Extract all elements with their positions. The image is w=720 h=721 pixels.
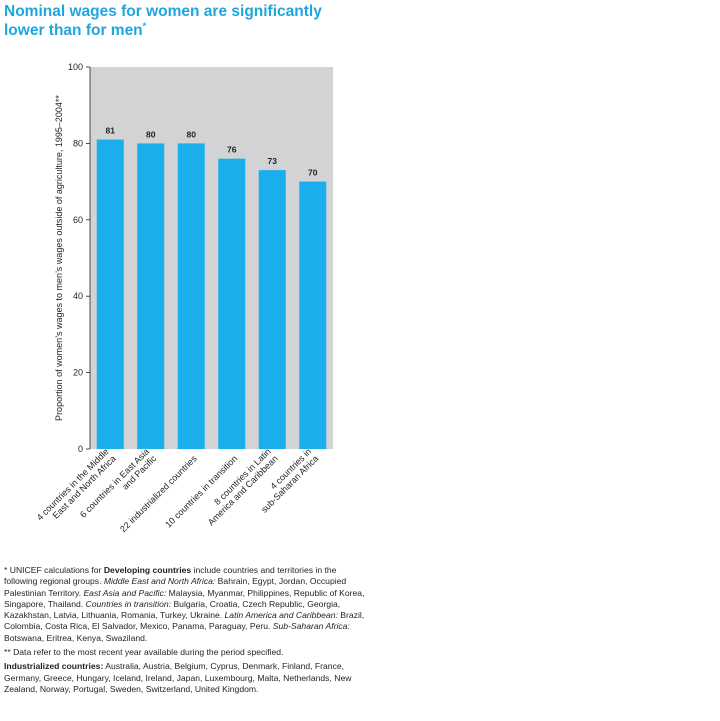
footnotes: * UNICEF calculations for Developing cou…	[4, 565, 372, 698]
y-tick-label: 20	[73, 368, 83, 378]
bar	[218, 158, 246, 449]
y-axis-label: Proportion of women’s wages to men’s wag…	[54, 95, 64, 421]
y-tick-label: 80	[73, 138, 83, 148]
bar	[177, 143, 205, 449]
bars: 81 80 80 76 73 70	[96, 126, 327, 449]
bar-data-label: 80	[146, 129, 156, 139]
plot-background	[90, 67, 333, 449]
y-tick-label: 40	[73, 291, 83, 301]
bar-data-label: 81	[106, 126, 116, 136]
bar	[96, 139, 124, 449]
chart-title-line-1: Nominal wages for women are significantl…	[4, 3, 322, 20]
bar-data-label: 76	[227, 145, 237, 155]
bar	[258, 170, 286, 449]
bar-data-label: 70	[308, 168, 318, 178]
y-tick-label: 60	[73, 215, 83, 225]
bar-data-label: 80	[187, 129, 197, 139]
bar-data-label: 73	[268, 156, 278, 166]
footnote-industrialized-countries: Industrialized countries: Australia, Aus…	[4, 661, 352, 694]
footnote-data-period: ** Data refer to the most recent year av…	[4, 647, 284, 658]
bar	[137, 143, 165, 449]
footnote-developing-countries: * UNICEF calculations for Developing cou…	[4, 565, 365, 643]
y-tick-label: 100	[68, 62, 83, 72]
bar	[299, 181, 327, 449]
chart-title: Nominal wages for women are significantl…	[4, 3, 364, 40]
x-category-label-line: 4 countries in the Middle	[35, 446, 111, 522]
chart-title-line-2: lower than for men*	[4, 20, 364, 41]
title-footnote-marker: *	[142, 20, 147, 31]
y-tick-label: 0	[78, 444, 83, 454]
x-category-label-line: America and Caribbean	[206, 453, 280, 527]
bar-chart: 0 20 40 60 80 100 81 80 80 76 73 70 4 countries in…	[35, 62, 333, 534]
chart-title-line-2-text: lower than for men	[4, 21, 143, 39]
y-axis: 0 20 40 60 80 100	[68, 62, 91, 454]
